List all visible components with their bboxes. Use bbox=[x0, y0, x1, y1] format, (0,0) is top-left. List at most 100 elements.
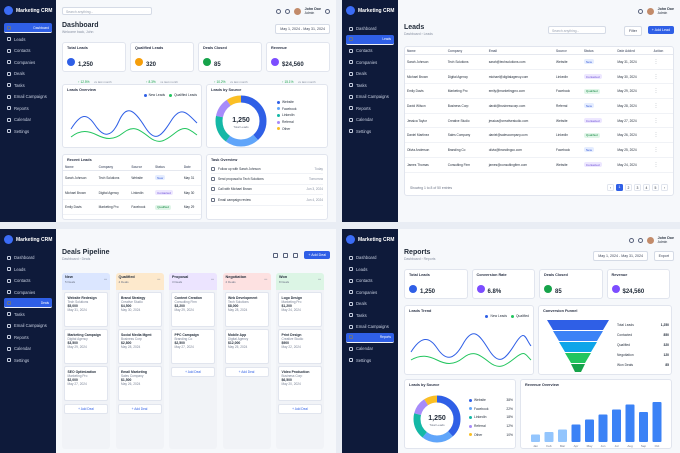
bell-icon[interactable] bbox=[628, 237, 634, 243]
date-range-picker[interactable]: May 1, 2024 - May 31, 2024 bbox=[593, 251, 648, 261]
row-actions-icon[interactable]: ⋮ bbox=[651, 83, 673, 100]
pagination-button[interactable]: 3 bbox=[634, 184, 641, 191]
deal-card[interactable]: Web Development Tech Solutions $8,000 May 2… bbox=[224, 292, 269, 327]
more-icon[interactable]: ⋯ bbox=[210, 277, 214, 281]
deal-card[interactable]: Mobile App Digital Agency $12,000 May 25, 2… bbox=[224, 329, 269, 364]
deal-card[interactable]: Print Design Creative Studio $900 May 22, 2… bbox=[278, 329, 322, 364]
more-icon[interactable]: ⋯ bbox=[103, 277, 107, 281]
sidebar-item-dashboard[interactable]: Dashboard bbox=[4, 23, 52, 34]
add-deal-button[interactable]: + Add Deal bbox=[304, 251, 330, 259]
more-icon[interactable]: ⋯ bbox=[317, 277, 321, 281]
table-row[interactable]: Olivia Anderson Branding Co olivia@brandin… bbox=[405, 142, 673, 158]
deal-card[interactable]: Marketing Campaign Digital Agency $3,500 Ma… bbox=[64, 329, 108, 364]
date-range-picker[interactable]: May 1, 2024 - May 31, 2024 bbox=[275, 24, 330, 34]
export-button[interactable]: Export bbox=[653, 251, 674, 261]
pagination-button[interactable]: 5 bbox=[652, 184, 659, 191]
deal-card[interactable]: Social Media Mgmt Business Corp $2,800 May … bbox=[117, 329, 162, 364]
table-row[interactable]: Sarah Johnson Tech Solutions Website New May… bbox=[63, 170, 201, 186]
deal-card[interactable]: Video Production Business Corp $6,500 May 2… bbox=[278, 366, 322, 401]
deal-card[interactable]: Email Marketing Sales Company $1,500 May 26… bbox=[117, 366, 162, 401]
pagination-button[interactable]: 2 bbox=[625, 184, 632, 191]
add-deal-link[interactable]: + Add Deal bbox=[64, 404, 108, 414]
table-row[interactable]: Emily Davis Marketing Pro emily@marketingp… bbox=[405, 83, 673, 100]
row-actions-icon[interactable]: ⋮ bbox=[651, 157, 673, 173]
settings-icon[interactable] bbox=[325, 8, 330, 14]
sidebar-item-deals[interactable]: Deals bbox=[4, 68, 52, 80]
leads-search-input[interactable]: Search anything... bbox=[548, 26, 606, 34]
sidebar-item-email-campaigns[interactable]: Email Campaigns bbox=[4, 320, 52, 332]
sidebar-item-companies[interactable]: Companies bbox=[4, 287, 52, 299]
table-row[interactable]: James Thomas Consulting Firm james@consult… bbox=[405, 157, 673, 173]
filter-icon[interactable] bbox=[293, 253, 298, 258]
sidebar-item-contacts[interactable]: Contacts bbox=[4, 45, 52, 57]
sidebar-item-calendar[interactable]: Calendar bbox=[4, 114, 52, 126]
row-actions-icon[interactable]: ⋮ bbox=[651, 98, 673, 114]
sidebar-item-deals[interactable]: Deals bbox=[346, 68, 394, 80]
table-row[interactable]: David Wilson Business Corp david@businessc… bbox=[405, 98, 673, 114]
sidebar-item-tasks[interactable]: Tasks bbox=[4, 308, 52, 320]
deal-card[interactable]: Content Creation Consulting Firm $3,200 May… bbox=[171, 292, 215, 327]
pagination-button[interactable]: 4 bbox=[643, 184, 650, 191]
board-view-icon[interactable] bbox=[273, 253, 278, 258]
add-deal-link[interactable]: + Add Deal bbox=[224, 367, 269, 377]
sidebar-item-settings[interactable]: Settings bbox=[4, 354, 52, 366]
sidebar-item-calendar[interactable]: Calendar bbox=[346, 343, 394, 355]
pagination-button[interactable]: › bbox=[661, 184, 668, 191]
list-view-icon[interactable] bbox=[283, 253, 288, 258]
sidebar-item-calendar[interactable]: Calendar bbox=[4, 343, 52, 355]
add-deal-link[interactable]: + Add Deal bbox=[117, 404, 162, 414]
row-actions-icon[interactable]: ⋮ bbox=[651, 113, 673, 129]
more-icon[interactable]: ⋯ bbox=[264, 277, 268, 281]
row-actions-icon[interactable]: ⋮ bbox=[651, 54, 673, 70]
sidebar-item-dashboard[interactable]: Dashboard bbox=[346, 23, 394, 35]
avatar[interactable] bbox=[646, 236, 654, 244]
sidebar-item-dashboard[interactable]: Dashboard bbox=[346, 252, 394, 264]
pagination-button[interactable]: 1 bbox=[616, 184, 623, 191]
sidebar-item-deals[interactable]: Deals bbox=[4, 298, 52, 309]
sidebar-item-companies[interactable]: Companies bbox=[346, 287, 394, 299]
task-item[interactable]: Email campaign review Jun 4, 2024 bbox=[211, 195, 323, 206]
task-item[interactable]: Follow up with Sarah Johnson Today bbox=[211, 164, 323, 175]
sidebar-item-email-campaigns[interactable]: Email Campaigns bbox=[346, 321, 394, 333]
deal-card[interactable]: Brand Strategy Creative Studio $4,500 May 3… bbox=[117, 292, 162, 327]
sidebar-item-leads[interactable]: Leads bbox=[4, 264, 52, 276]
checkbox-icon[interactable] bbox=[211, 177, 215, 182]
sidebar-item-email-campaigns[interactable]: Email Campaigns bbox=[4, 91, 52, 103]
table-row[interactable]: Michael Brown Digital Agency michael@digit… bbox=[405, 69, 673, 85]
sidebar-item-tasks[interactable]: Tasks bbox=[4, 79, 52, 91]
search-input[interactable]: Search anything... bbox=[62, 7, 152, 15]
more-icon[interactable]: ⋯ bbox=[157, 277, 161, 281]
sidebar-item-tasks[interactable]: Tasks bbox=[346, 79, 394, 91]
checkbox-icon[interactable] bbox=[211, 197, 215, 202]
add-lead-button[interactable]: + Add Lead bbox=[647, 26, 674, 34]
table-row[interactable]: Emily Davis Marketing Pro Facebook Qualifie… bbox=[63, 199, 201, 216]
row-actions-icon[interactable]: ⋮ bbox=[651, 69, 673, 85]
add-deal-link[interactable]: + Add Deal bbox=[171, 367, 215, 377]
sidebar-item-email-campaigns[interactable]: Email Campaigns bbox=[346, 91, 394, 103]
row-actions-icon[interactable]: ⋮ bbox=[651, 127, 673, 144]
sidebar-item-tasks[interactable]: Tasks bbox=[346, 310, 394, 322]
checkbox-icon[interactable] bbox=[211, 166, 215, 171]
sidebar-item-contacts[interactable]: Contacts bbox=[346, 275, 394, 287]
sidebar-item-leads[interactable]: Leads bbox=[346, 264, 394, 276]
sidebar-item-settings[interactable]: Settings bbox=[346, 354, 394, 366]
task-item[interactable]: Send proposal to Tech Solutions Tomorrow bbox=[211, 174, 323, 185]
sidebar-item-settings[interactable]: Settings bbox=[4, 125, 52, 137]
sidebar-item-reports[interactable]: Reports bbox=[4, 331, 52, 343]
avatar[interactable] bbox=[646, 7, 654, 15]
add-deal-link[interactable]: + Add Deal bbox=[278, 404, 322, 414]
table-row[interactable]: Michael Brown Digital Agency LinkedIn Conta… bbox=[63, 185, 201, 201]
avatar[interactable] bbox=[293, 7, 301, 15]
task-item[interactable]: Call with Michael Brown Jun 3, 2024 bbox=[211, 185, 323, 196]
table-row[interactable]: Jessica Taylor Creative Studio jessica@cre… bbox=[405, 113, 673, 129]
sidebar-item-leads[interactable]: Leads bbox=[4, 33, 52, 45]
sidebar-item-settings[interactable]: Settings bbox=[346, 125, 394, 137]
sidebar-item-dashboard[interactable]: Dashboard bbox=[4, 252, 52, 264]
sidebar-item-reports[interactable]: Reports bbox=[346, 102, 394, 114]
pagination-button[interactable]: ‹ bbox=[607, 184, 614, 191]
filter-button[interactable]: Filter bbox=[624, 26, 642, 36]
table-row[interactable]: Daniel Martinez Sales Company daniel@sales… bbox=[405, 127, 673, 144]
sidebar-item-companies[interactable]: Companies bbox=[346, 56, 394, 68]
deal-card[interactable]: SEO Optimization Marketing Pro $2,000 May 2… bbox=[64, 366, 108, 401]
help-icon[interactable] bbox=[284, 8, 290, 14]
